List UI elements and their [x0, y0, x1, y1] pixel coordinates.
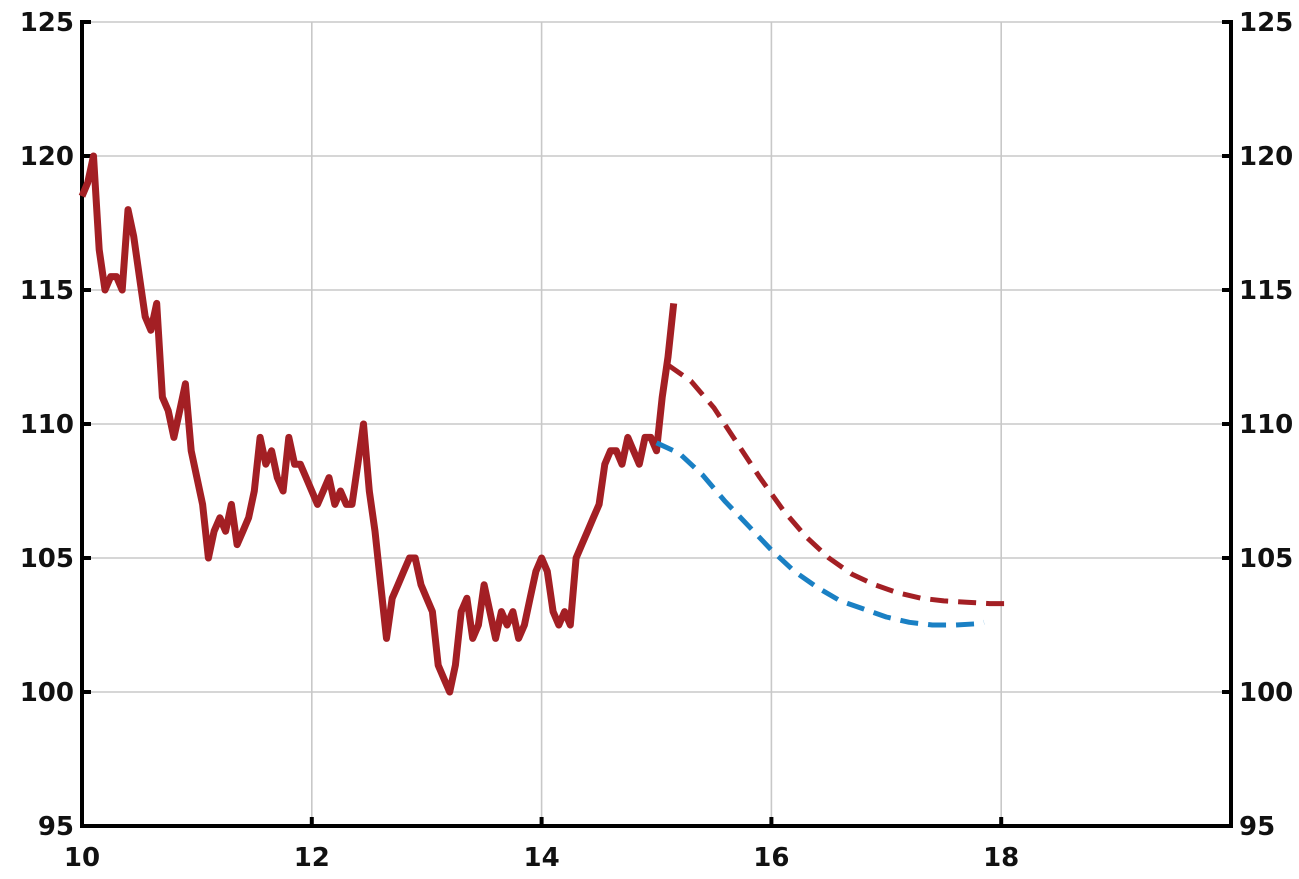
- x-tick-label: 12: [294, 843, 330, 873]
- grid: [82, 21, 1231, 826]
- y-tick-label-left: 95: [38, 812, 74, 842]
- forecast-line-1: [666, 362, 1013, 607]
- y-tick-label-right: 95: [1239, 812, 1275, 842]
- y-tick-label-right: 125: [1239, 8, 1293, 38]
- x-tick-label: 18: [983, 843, 1019, 873]
- tick-labels: 95 95 100 100 105 105 110 110 115 115 120 120 125 125…: [20, 8, 1294, 873]
- y-tick-label-left: 110: [20, 410, 74, 440]
- series-group: [78, 152, 1013, 696]
- axes: [80, 20, 1233, 828]
- y-tick-label-left: 100: [20, 678, 74, 708]
- x-tick-label: 14: [524, 843, 560, 873]
- series-line-0: [78, 152, 678, 696]
- y-tick-label-left: 105: [20, 544, 74, 574]
- y-tick-label-left: 115: [20, 276, 74, 306]
- y-tick-label-left: 120: [20, 142, 74, 172]
- y-tick-label-right: 100: [1239, 678, 1293, 708]
- y-tick-label-right: 105: [1239, 544, 1293, 574]
- y-tick-label-right: 110: [1239, 410, 1293, 440]
- y-tick-label-left: 125: [20, 8, 74, 38]
- x-tick-label: 16: [753, 843, 789, 873]
- x-tick-label: 10: [64, 843, 100, 873]
- y-tick-label-right: 120: [1239, 142, 1293, 172]
- y-tick-label-right: 115: [1239, 276, 1293, 306]
- forecast-line-2: [655, 440, 985, 628]
